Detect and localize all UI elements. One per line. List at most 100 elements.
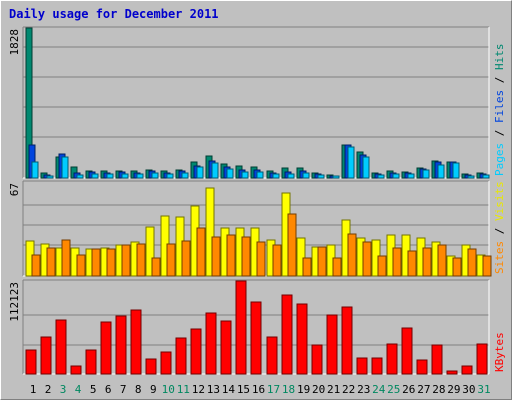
sites-bar: [482, 255, 492, 277]
x-tick-label: 9: [150, 383, 157, 396]
sites-bar: [347, 233, 357, 277]
pages-bar: [482, 174, 490, 179]
visits-ymax-label: 67: [8, 183, 21, 196]
x-tick-label: 8: [135, 383, 142, 396]
sites-bar: [437, 244, 447, 277]
chart-title: Daily usage for December 2011: [9, 7, 219, 21]
kbytes-bar: [70, 365, 82, 375]
pages-bar: [166, 173, 174, 179]
kbytes-bar: [160, 351, 172, 375]
sites-bar: [151, 257, 161, 277]
sites-bar: [272, 244, 282, 277]
pages-bar: [437, 164, 445, 179]
kbytes-bar: [431, 344, 443, 375]
sites-bar: [302, 257, 312, 277]
pages-bar: [347, 146, 355, 179]
kbytes-panel: 112123 KBytes: [8, 279, 506, 375]
legend-entry: Files: [493, 90, 506, 123]
sites-bar: [166, 243, 176, 277]
x-tick-label: 26: [402, 383, 415, 396]
x-tick-label: 12: [192, 383, 205, 396]
kbytes-bar: [130, 309, 142, 375]
pages-bar: [136, 173, 144, 179]
x-tick-label: 2: [45, 383, 52, 396]
x-tick-label: 21: [327, 383, 340, 396]
x-tick-label: 28: [432, 383, 445, 396]
sites-bar: [181, 240, 191, 277]
kbytes-bar: [175, 337, 187, 375]
sites-bar: [362, 241, 372, 277]
pages-bar: [46, 175, 54, 179]
pages-bar: [76, 174, 84, 179]
pages-bar: [362, 156, 370, 179]
sites-bar: [46, 247, 56, 277]
sites-bar: [136, 243, 146, 277]
pages-bar: [121, 173, 129, 179]
kbytes-bar: [281, 294, 293, 375]
pages-bar: [61, 156, 69, 179]
x-tick-label: 31: [477, 383, 490, 396]
sites-bar: [467, 248, 477, 277]
pages-bar: [106, 173, 114, 179]
sites-bar: [61, 239, 71, 277]
kbytes-bar: [40, 336, 52, 375]
visits-bar: [296, 237, 306, 277]
kbytes-bar: [25, 349, 37, 375]
kbytes-bar: [266, 336, 278, 375]
pages-bar: [272, 173, 280, 179]
sites-bar: [422, 247, 432, 277]
x-tick-label: 10: [162, 383, 175, 396]
kbytes-bar: [461, 365, 473, 375]
legend-entry: /: [493, 70, 506, 90]
kbytes-bar: [416, 359, 428, 375]
sites-bar: [377, 255, 387, 277]
kbytes-bar: [371, 357, 383, 375]
visits-legend-label: Sites / Visits: [493, 181, 506, 274]
legend-entry: Visits: [493, 181, 506, 221]
sites-bar: [211, 236, 221, 277]
kbytes-bar: [55, 319, 67, 375]
kbytes-bar: [341, 306, 353, 375]
legend-entry: Hits: [493, 44, 506, 71]
hits-legend-label: Pages / Files / Hits: [493, 44, 506, 177]
pages-bar: [196, 166, 204, 179]
pages-bar: [241, 171, 249, 179]
legend-entry: /: [493, 221, 506, 241]
kbytes-bar: [205, 312, 217, 375]
sites-bar: [226, 234, 236, 277]
hits-panel: 1828 Pages / Files / Hits: [8, 26, 506, 179]
x-tick-label: 18: [282, 383, 295, 396]
pages-bar: [452, 162, 460, 179]
pages-bar: [181, 172, 189, 179]
visits-bar: [145, 226, 155, 277]
sites-bar: [317, 246, 327, 277]
pages-bar: [317, 174, 325, 179]
pages-bar: [422, 169, 430, 179]
kbytes-bar: [145, 358, 157, 375]
sites-bar: [256, 241, 266, 277]
sites-bar: [31, 254, 41, 277]
x-tick-label: 30: [462, 383, 475, 396]
sites-bar: [196, 227, 206, 277]
sites-bar: [241, 236, 251, 277]
sites-bar: [106, 248, 116, 277]
legend-entry: Sites: [493, 241, 506, 274]
x-tick-label: 24: [372, 383, 386, 396]
x-tick-label: 22: [342, 383, 355, 396]
x-tick-label: 13: [207, 383, 220, 396]
kbytes-bar: [220, 320, 232, 375]
pages-bar: [31, 161, 39, 179]
legend-entry: Pages: [493, 143, 506, 176]
x-tick-label: 11: [177, 383, 190, 396]
visits-panel: 67 Sites / Visits: [8, 180, 506, 277]
sites-bar: [121, 244, 131, 277]
x-tick-label: 27: [417, 383, 430, 396]
kbytes-bar: [190, 328, 202, 375]
hits-plot-area: [23, 27, 489, 178]
sites-bar: [332, 257, 342, 277]
x-tick-label: 20: [312, 383, 325, 396]
x-tick-label: 6: [105, 383, 112, 396]
kbytes-bar: [311, 344, 323, 375]
sites-bar: [287, 213, 297, 277]
x-tick-label: 7: [120, 383, 127, 396]
